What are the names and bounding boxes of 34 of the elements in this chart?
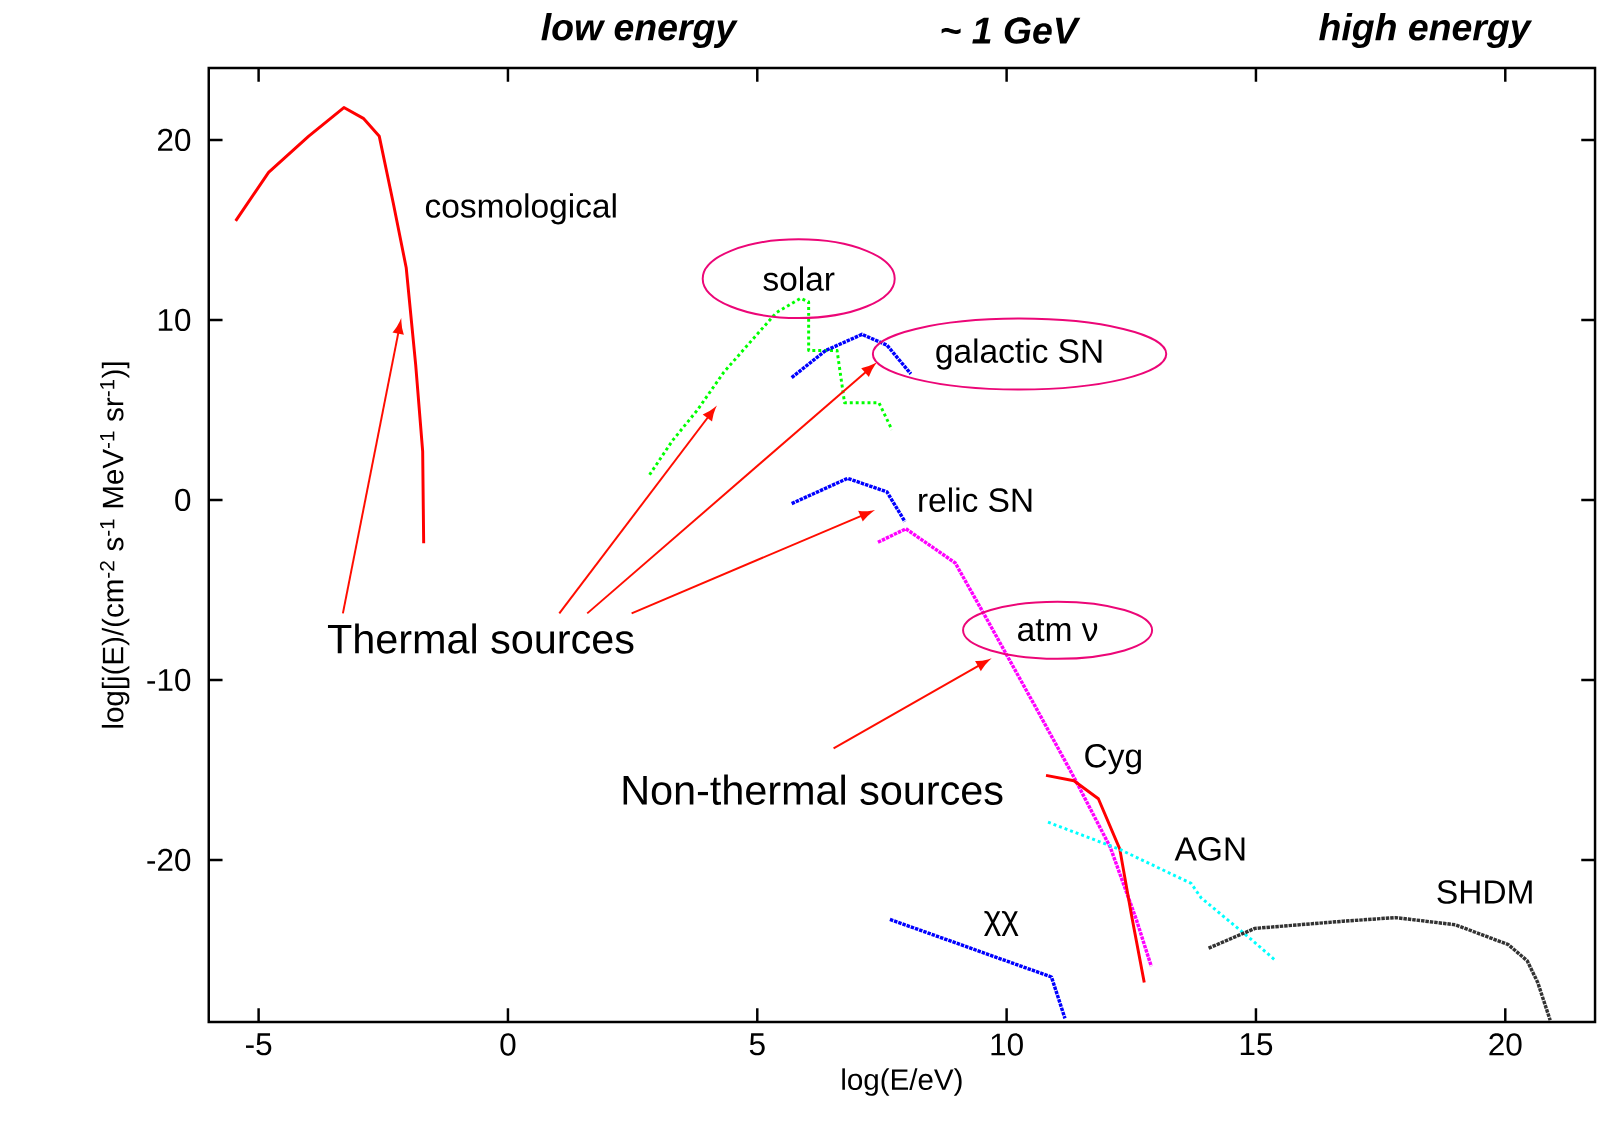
series-label: relic SN [919,487,1032,512]
text: ~ 1 GeV [941,17,1081,44]
line-series [234,106,426,545]
line-series [789,332,913,380]
x-tick-label: -5 [246,1033,272,1056]
x-tick-label: 20 [1489,1033,1522,1056]
series-label: cosmological [425,193,616,225]
y-tick-label: -10 [147,668,191,692]
line-series [648,296,894,477]
x-tick-label: 10 [991,1033,1023,1056]
x-tick-label: 0 [500,1033,516,1056]
series-label: Cyg [1085,743,1141,775]
line-series [1206,915,1552,1022]
series-label: atm ν [1018,619,1098,642]
x-tick-label: 15 [1240,1033,1273,1056]
annotation: Thermal sources [327,623,634,654]
x-tick-label: 5 [749,1033,765,1056]
series-label: SHDM [1437,880,1532,904]
line-series [1044,773,1146,984]
y-tick-label: 0 [175,488,191,512]
annotation: Non-thermal sources [623,774,1003,805]
series-label: χχ [984,910,1019,936]
text: log[j(E)/(cm$^{-2}$ s$^{-1}$ MeV$^{-1}$ sr$^{-1}$)] [99,362,130,728]
series-label: solar [763,266,835,291]
x-axis-title: log(E/eV) [842,1068,962,1096]
line-series [789,476,907,524]
y-tick-label: 20 [158,128,191,152]
y-tick-label: -20 [147,848,191,872]
y-tick-label: 10 [158,308,191,332]
series-label: galactic SN [936,338,1102,370]
text: high energy [1319,13,1533,48]
text: low energy [541,13,738,48]
line-series [1046,820,1278,963]
series-label: AGN [1174,837,1245,861]
